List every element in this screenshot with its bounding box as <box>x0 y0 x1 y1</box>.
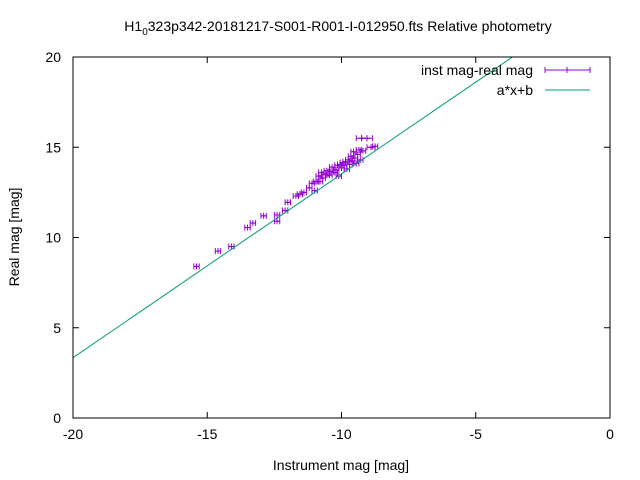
chart-title-subscript: 0 <box>142 27 148 38</box>
data-point <box>368 144 375 151</box>
data-point <box>300 189 307 196</box>
data-point <box>339 159 346 166</box>
data-point <box>354 151 361 158</box>
y-tick-label: 0 <box>53 410 61 426</box>
legend-sample-points <box>544 67 591 73</box>
y-tick-label: 15 <box>45 139 61 155</box>
data-point <box>228 243 235 250</box>
data-point <box>359 147 366 154</box>
data-point <box>331 169 338 176</box>
data-point <box>292 192 299 199</box>
data-point <box>244 224 251 231</box>
data-point <box>341 162 348 169</box>
data-point <box>306 184 313 191</box>
data-points <box>193 135 379 270</box>
x-tick-label: -5 <box>470 426 483 442</box>
chart-title-suffix: 323p342-20181217-S001-R001-I-012950.fts … <box>148 18 552 34</box>
data-point <box>318 169 325 176</box>
data-point <box>319 174 326 181</box>
chart-title: H10323p342-20181217-S001-R001-I-012950.f… <box>124 18 551 38</box>
data-point <box>214 248 221 255</box>
plot-frame <box>72 56 611 419</box>
data-point <box>317 178 324 185</box>
data-point <box>349 157 356 164</box>
data-point <box>355 146 362 153</box>
x-tick-label: -20 <box>63 426 83 442</box>
data-point <box>350 148 357 155</box>
x-tick-label: -15 <box>197 426 217 442</box>
data-point <box>345 156 352 163</box>
fit-line <box>72 56 513 359</box>
data-point <box>296 191 303 198</box>
legend-label-points: inst mag-real mag <box>421 62 533 78</box>
y-tick-label: 10 <box>45 230 61 246</box>
fit-line-path <box>72 56 513 359</box>
data-point <box>333 166 340 173</box>
legend: inst mag-real mag a*x+b <box>421 62 591 98</box>
data-point <box>308 180 315 187</box>
x-tick-label: 0 <box>606 426 614 442</box>
data-point <box>351 155 358 162</box>
data-point <box>322 171 329 178</box>
data-point <box>358 135 365 142</box>
x-axis-label: Instrument mag [mag] <box>273 457 409 473</box>
axis-ticks: -20 -15 -10 -5 0 0 5 10 15 20 <box>45 49 614 442</box>
chart-title-prefix: H1 <box>124 18 142 34</box>
y-axis-label: Real mag [mag] <box>6 188 22 287</box>
data-point <box>274 211 281 218</box>
data-point <box>193 263 200 270</box>
data-point <box>338 165 345 172</box>
data-point <box>347 153 354 160</box>
data-point <box>260 212 267 219</box>
data-point <box>364 135 371 142</box>
data-point <box>346 161 353 168</box>
legend-label-fit: a*x+b <box>497 82 533 98</box>
y-tick-label: 5 <box>53 320 61 336</box>
y-tick-label: 20 <box>45 49 61 65</box>
data-point <box>274 218 281 225</box>
data-point <box>315 173 322 180</box>
data-point <box>284 199 291 206</box>
data-point <box>323 167 330 174</box>
data-point <box>329 164 336 171</box>
data-point <box>249 220 256 227</box>
data-point <box>326 172 333 179</box>
data-point <box>372 143 379 150</box>
data-point <box>334 162 341 169</box>
x-tick-label: -10 <box>331 426 351 442</box>
data-point <box>327 168 334 175</box>
